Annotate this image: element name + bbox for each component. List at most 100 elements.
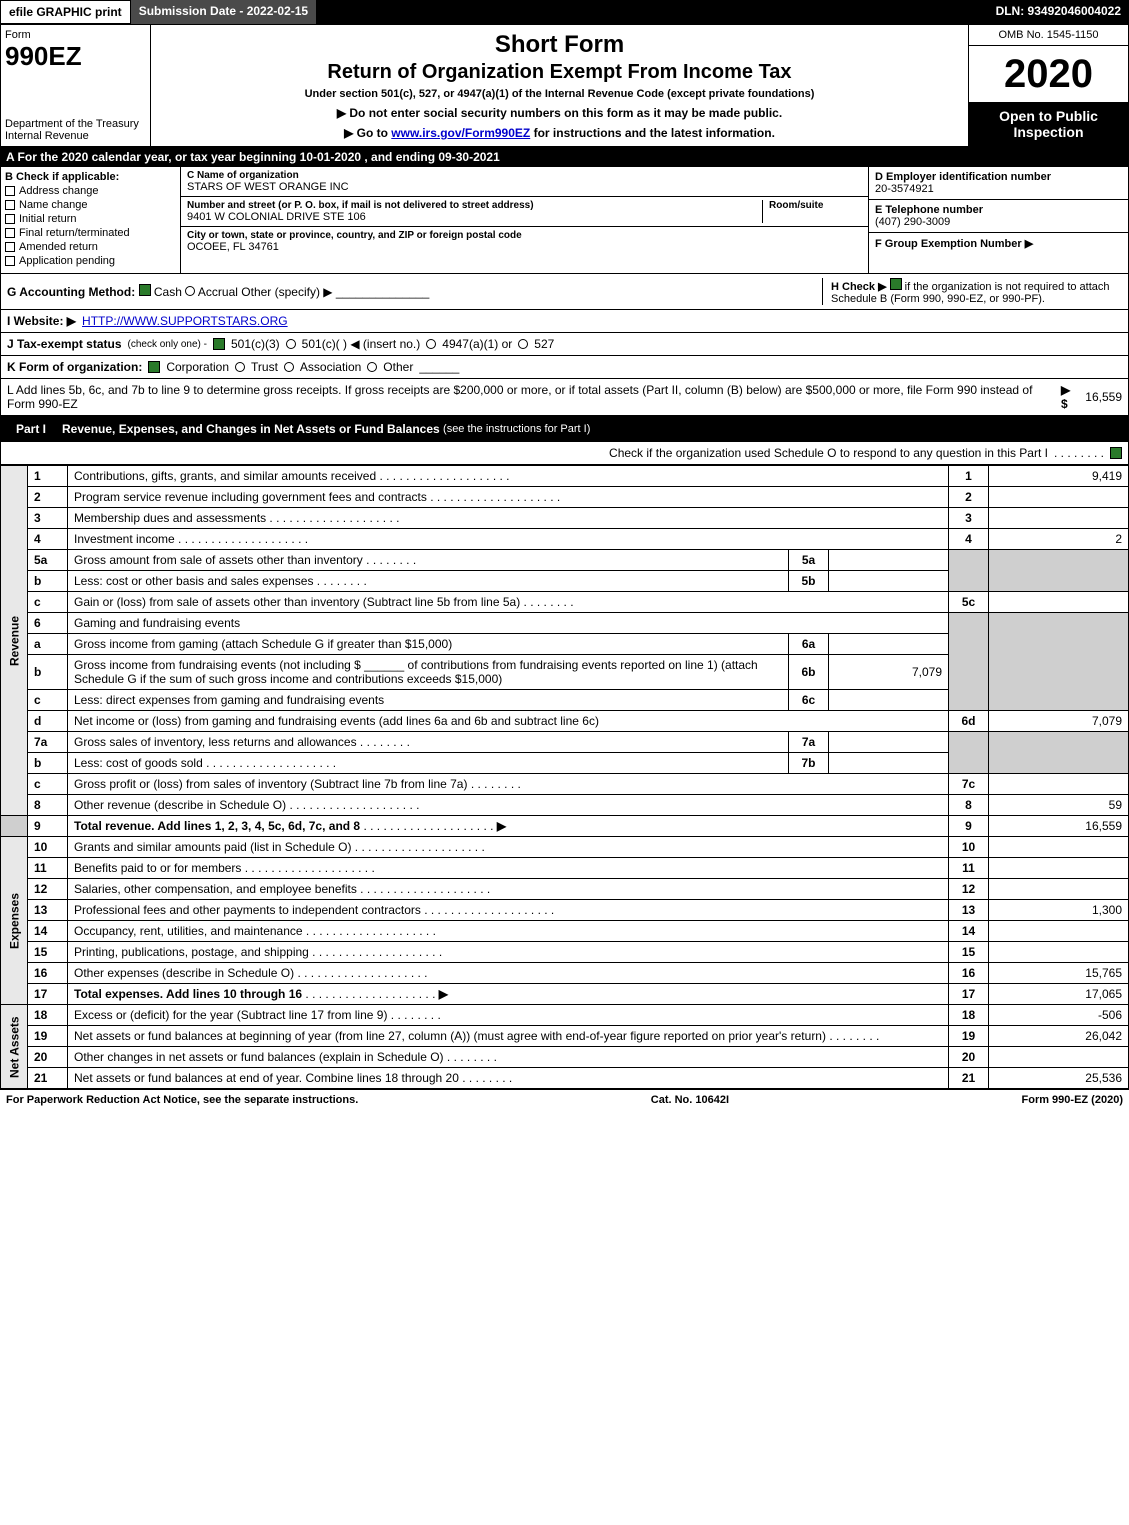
line-4-val: 2 <box>989 529 1129 550</box>
line-16-no: 16 <box>28 963 68 984</box>
line-9-arrow: ▶ <box>497 819 506 833</box>
radio-501c[interactable] <box>286 339 296 349</box>
line-4-col: 4 <box>949 529 989 550</box>
irs-link[interactable]: www.irs.gov/Form990EZ <box>391 126 530 140</box>
line-1-no: 1 <box>28 466 68 487</box>
line-5c-val <box>989 592 1129 613</box>
line-6c-no: c <box>28 690 68 711</box>
row-h-label: H Check ▶ <box>831 281 887 293</box>
section-b-label: B Check if applicable: <box>5 171 176 183</box>
radio-association[interactable] <box>284 362 294 372</box>
line-15-col: 15 <box>949 942 989 963</box>
line-5a-sub: 5a <box>789 550 829 571</box>
line-18-no: 18 <box>28 1005 68 1026</box>
form-title-2: Return of Organization Exempt From Incom… <box>157 61 962 84</box>
line-6-desc: Gaming and fundraising events <box>68 613 949 634</box>
label-501c3: 501(c)(3) <box>231 337 280 351</box>
efile-print-button[interactable]: efile GRAPHIC print <box>0 0 131 24</box>
checkbox-schedule-o-part1[interactable] <box>1110 447 1122 459</box>
radio-other-org[interactable] <box>367 362 377 372</box>
line-21-desc: Net assets or fund balances at end of ye… <box>74 1071 459 1085</box>
radio-trust[interactable] <box>235 362 245 372</box>
line-7b-desc: Less: cost of goods sold <box>74 756 203 770</box>
website-link[interactable]: HTTP://WWW.SUPPORTSTARS.ORG <box>82 314 288 328</box>
label-501c: 501(c)( ) ◀ (insert no.) <box>302 337 421 351</box>
checkbox-initial-return[interactable] <box>5 214 15 224</box>
checkbox-schedule-b[interactable] <box>890 278 902 290</box>
dept-treasury-text: Department of the Treasury Internal Reve… <box>5 118 146 142</box>
line-7ab-shaded-val <box>989 732 1129 774</box>
top-bar: efile GRAPHIC print Submission Date - 20… <box>0 0 1129 24</box>
part-1-instr: (see the instructions for Part I) <box>443 423 590 435</box>
section-b-checkboxes: B Check if applicable: Address change Na… <box>1 167 181 273</box>
line-17-desc: Total expenses. Add lines 10 through 16 <box>74 987 302 1001</box>
form-right-block: OMB No. 1545-1150 2020 Open to Public In… <box>968 25 1128 146</box>
tax-year: 2020 <box>969 46 1128 102</box>
line-6a-sub: 6a <box>789 634 829 655</box>
line-6c-desc: Less: direct expenses from gaming and fu… <box>74 693 384 707</box>
section-def-block: D Employer identification number 20-3574… <box>868 167 1128 273</box>
line-16-desc: Other expenses (describe in Schedule O) <box>74 966 294 980</box>
line-8-desc: Other revenue (describe in Schedule O) <box>74 798 286 812</box>
entity-block: B Check if applicable: Address change Na… <box>0 167 1129 274</box>
line-13-no: 13 <box>28 900 68 921</box>
line-6b-no: b <box>28 655 68 690</box>
line-5b-no: b <box>28 571 68 592</box>
part-1-header: Part I Revenue, Expenses, and Changes in… <box>0 416 1129 442</box>
line-5a-no: 5a <box>28 550 68 571</box>
row-l-value: 16,559 <box>1085 390 1122 404</box>
line-17-col: 17 <box>949 984 989 1005</box>
line-9-desc: Total revenue. Add lines 1, 2, 3, 4, 5c,… <box>74 819 360 833</box>
checkbox-501c3[interactable] <box>213 338 225 350</box>
label-accrual: Accrual <box>198 285 238 299</box>
line-18-val: -506 <box>989 1005 1129 1026</box>
checkbox-final-return[interactable] <box>5 228 15 238</box>
line-16-val: 15,765 <box>989 963 1129 984</box>
radio-4947[interactable] <box>426 339 436 349</box>
checkbox-address-change[interactable] <box>5 186 15 196</box>
line-14-desc: Occupancy, rent, utilities, and maintena… <box>74 924 303 938</box>
line-9-val: 16,559 <box>989 816 1129 837</box>
form-subtitle: Under section 501(c), 527, or 4947(a)(1)… <box>157 88 962 100</box>
org-form-label: K Form of organization: <box>7 360 142 374</box>
line-10-no: 10 <box>28 837 68 858</box>
row-l-gross-receipts: L Add lines 5b, 6c, and 7b to line 9 to … <box>0 379 1129 416</box>
accounting-method-label: G Accounting Method: <box>7 285 135 299</box>
line-3-desc: Membership dues and assessments <box>74 511 266 525</box>
line-1-col: 1 <box>949 466 989 487</box>
checkbox-application-pending[interactable] <box>5 256 15 266</box>
line-11-val <box>989 858 1129 879</box>
checkbox-name-change[interactable] <box>5 200 15 210</box>
line-5c-desc: Gain or (loss) from sale of assets other… <box>74 595 520 609</box>
line-5a-subval <box>829 550 949 571</box>
check-o-text: Check if the organization used Schedule … <box>609 446 1048 460</box>
form-label: Form <box>5 29 146 41</box>
line-6b-sub: 6b <box>789 655 829 690</box>
radio-accrual[interactable] <box>185 286 195 296</box>
line-12-no: 12 <box>28 879 68 900</box>
line-7ab-shaded <box>949 732 989 774</box>
line-21-val: 25,536 <box>989 1068 1129 1089</box>
line-3-no: 3 <box>28 508 68 529</box>
city-value: OCOEE, FL 34761 <box>187 241 862 253</box>
telephone-value: (407) 290-3009 <box>875 216 1122 228</box>
label-4947: 4947(a)(1) or <box>442 337 512 351</box>
line-5a-desc: Gross amount from sale of assets other t… <box>74 553 363 567</box>
ssn-warning: ▶ Do not enter social security numbers o… <box>157 106 962 120</box>
line-5b-subval <box>829 571 949 592</box>
line-6a-subval <box>829 634 949 655</box>
label-association: Association <box>300 360 361 374</box>
line-6-no: 6 <box>28 613 68 634</box>
section-c-block: C Name of organization STARS OF WEST ORA… <box>181 167 868 273</box>
checkbox-corporation[interactable] <box>148 361 160 373</box>
radio-527[interactable] <box>518 339 528 349</box>
goto-instructions: ▶ Go to www.irs.gov/Form990EZ for instru… <box>157 126 962 140</box>
form-number: 990EZ <box>5 41 146 72</box>
form-header: Form 990EZ Department of the Treasury In… <box>0 24 1129 147</box>
checkbox-cash[interactable] <box>139 284 151 296</box>
line-4-no: 4 <box>28 529 68 550</box>
line-20-col: 20 <box>949 1047 989 1068</box>
line-9-no: 9 <box>28 816 68 837</box>
line-10-val <box>989 837 1129 858</box>
checkbox-amended-return[interactable] <box>5 242 15 252</box>
